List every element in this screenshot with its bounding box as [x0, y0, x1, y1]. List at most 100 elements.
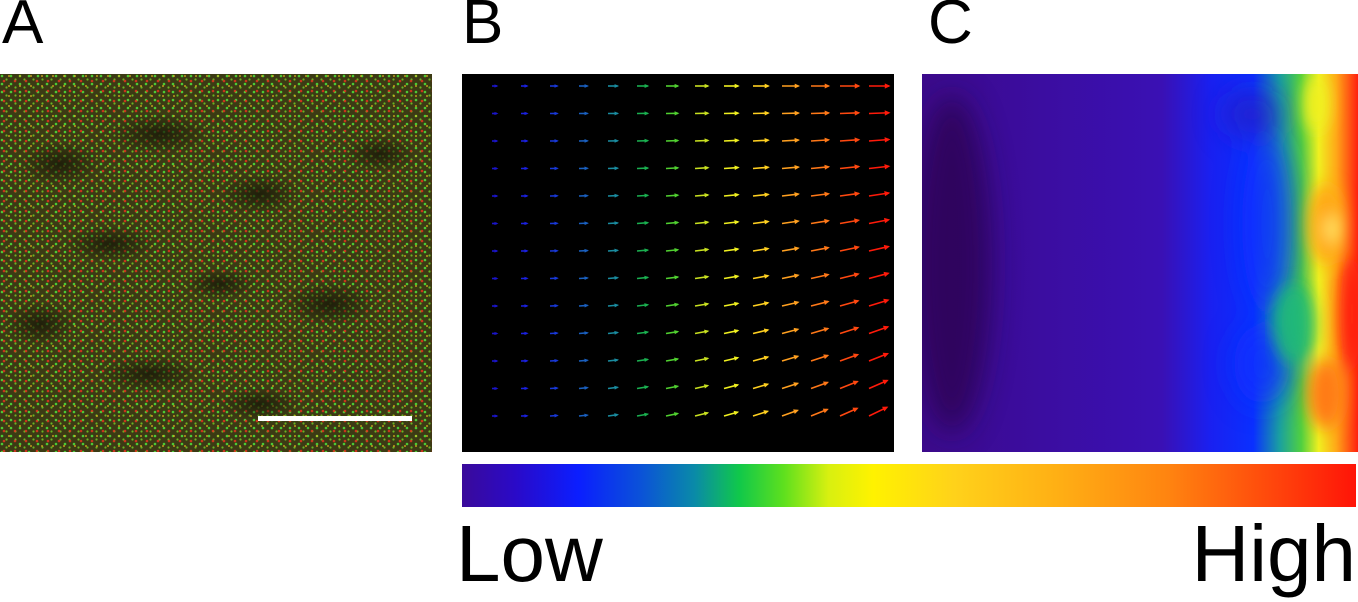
vector-arrow	[723, 301, 740, 307]
vector-arrow	[839, 407, 859, 417]
vector-arrow	[810, 218, 830, 225]
vector-arrow	[607, 303, 620, 308]
vector-arrow	[578, 276, 589, 281]
color-scale-low-label: Low	[456, 509, 603, 598]
vector-arrow	[752, 110, 770, 116]
vector-arrow	[868, 379, 889, 390]
vector-arrow	[520, 331, 529, 336]
vector-arrow	[723, 329, 740, 335]
vector-arrow	[607, 413, 620, 418]
vector-arrow	[810, 273, 830, 280]
vector-arrow	[665, 384, 680, 390]
vector-arrow	[637, 83, 650, 89]
vector-arrow	[578, 166, 589, 171]
vector-arrow	[520, 111, 529, 116]
vector-arrow	[752, 410, 770, 417]
vector-arrow	[665, 165, 680, 171]
vector-arrow	[607, 330, 620, 335]
vector-arrow	[723, 274, 740, 280]
vector-arrow	[839, 137, 861, 143]
vector-field	[462, 74, 894, 452]
vector-arrow	[665, 330, 680, 335]
vector-arrow	[520, 139, 529, 143]
vector-arrow	[492, 249, 499, 253]
vector-arrow	[578, 111, 589, 116]
vector-arrow	[520, 276, 529, 281]
vector-arrow	[578, 358, 589, 363]
vector-arrow	[636, 303, 650, 308]
color-scale-high-label: High	[1191, 509, 1356, 598]
vector-arrow	[549, 249, 559, 253]
vector-arrow	[781, 246, 800, 252]
vector-arrow	[752, 192, 770, 198]
vector-arrow	[694, 329, 710, 335]
vector-arrow	[868, 217, 891, 225]
vector-arrow	[839, 164, 861, 170]
vector-arrow	[810, 164, 831, 170]
vector-arrow	[665, 248, 680, 253]
vector-arrow	[665, 412, 680, 417]
vector-arrow	[492, 139, 499, 143]
vector-arrow	[549, 139, 559, 143]
vector-arrow	[549, 304, 559, 308]
vector-arrow	[723, 356, 740, 362]
vector-arrow	[549, 331, 559, 336]
vector-arrow	[781, 137, 801, 143]
vector-arrow	[607, 276, 620, 280]
vector-arrow	[607, 248, 620, 253]
vector-arrow	[665, 302, 680, 307]
vector-arrow	[839, 299, 860, 307]
vector-arrow	[868, 298, 890, 307]
vector-arrow	[492, 221, 499, 226]
heat-map	[922, 74, 1358, 452]
vector-arrow	[492, 331, 499, 336]
vector-arrow	[868, 271, 890, 280]
vector-arrow	[694, 111, 710, 116]
vector-arrow	[839, 353, 860, 362]
vector-arrow	[752, 328, 770, 335]
vector-arrow	[665, 275, 680, 280]
vector-arrow	[636, 248, 650, 253]
vector-arrow	[839, 380, 859, 390]
vector-arrow	[752, 165, 770, 170]
vector-arrow	[578, 248, 589, 253]
vector-arrow	[694, 247, 710, 253]
vector-arrow	[782, 83, 801, 89]
vector-arrow	[520, 221, 529, 226]
vector-arrow	[608, 84, 620, 88]
vector-arrow	[578, 193, 589, 198]
vector-arrow	[520, 166, 529, 171]
vector-arrow	[810, 408, 829, 417]
vector-arrow	[636, 357, 650, 362]
vector-arrow	[665, 357, 680, 362]
vector-arrow	[839, 326, 860, 335]
vector-arrow	[694, 411, 710, 417]
vector-arrow	[694, 138, 710, 143]
vector-arrow	[752, 382, 770, 390]
vector-arrow	[520, 386, 529, 391]
vector-arrow	[607, 111, 620, 116]
vector-arrow	[578, 413, 589, 418]
vector-arrow	[520, 359, 529, 363]
vector-arrow	[549, 111, 559, 116]
vector-arrow	[810, 327, 830, 335]
vector-arrow	[492, 276, 499, 281]
vector-arrow	[607, 166, 620, 171]
vector-arrow	[781, 219, 800, 225]
vector-arrow	[840, 83, 861, 89]
vector-arrow	[665, 220, 680, 225]
vector-arrow	[810, 381, 830, 390]
vector-arrow	[695, 83, 710, 89]
vector-arrow	[607, 138, 620, 143]
vector-arrow	[492, 359, 499, 363]
vector-arrow	[869, 83, 891, 89]
vector-arrow	[607, 358, 620, 363]
vector-arrow	[578, 221, 589, 226]
heat-features	[922, 89, 1292, 434]
vector-arrow	[521, 84, 529, 88]
vector-arrow	[549, 166, 559, 171]
vector-arrow	[781, 409, 799, 417]
vector-arrow	[492, 84, 499, 88]
vector-arrow	[752, 274, 770, 280]
vector-arrow	[723, 192, 740, 198]
